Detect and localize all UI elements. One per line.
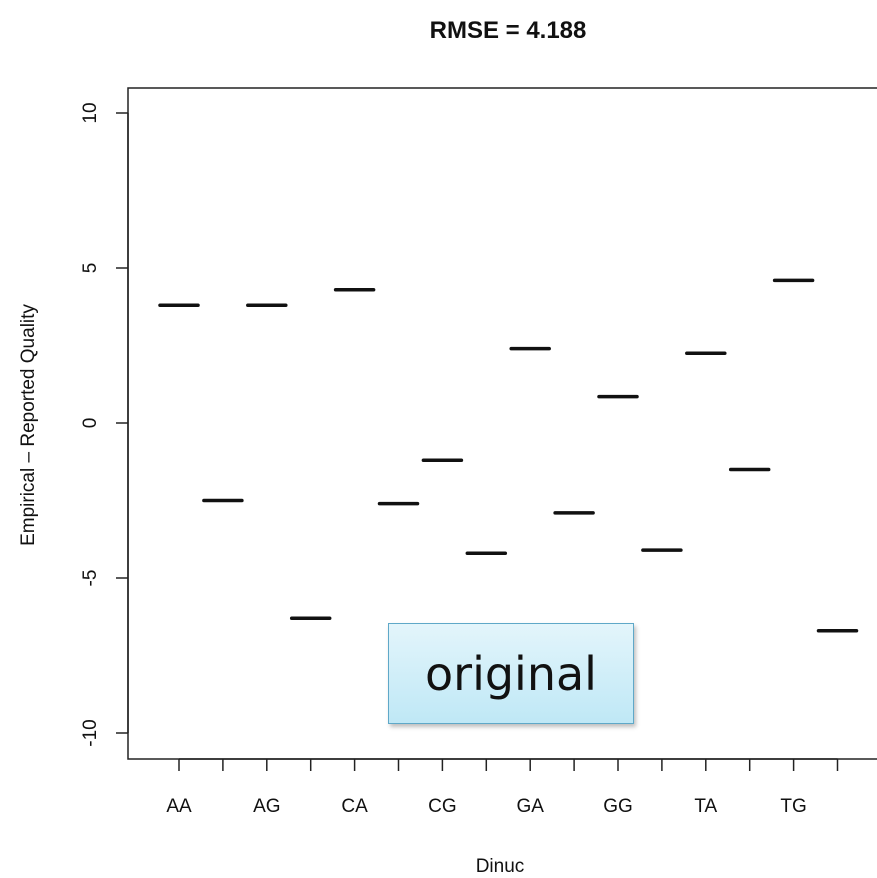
y-tick-label: 5 (80, 263, 101, 274)
x-axis: AA AG CA CG GA GG TA TG (166, 758, 839, 817)
x-tick-label: GG (603, 796, 633, 817)
y-tick-label: 0 (80, 418, 101, 429)
x-tick-label: AA (166, 796, 192, 817)
x-tick-label: TG (780, 796, 806, 817)
y-axis: -10 -5 0 5 10 (80, 102, 129, 747)
x-tick-label: CG (428, 796, 457, 817)
x-tick-label: CA (341, 796, 368, 817)
x-tick-label: TA (694, 796, 717, 817)
original-annotation-box: original (388, 623, 634, 724)
x-tick-label: GA (516, 796, 544, 817)
x-axis-title: Dinuc (476, 856, 525, 877)
x-tick-label: AG (253, 796, 280, 817)
chart-title: RMSE = 4.188 (430, 17, 587, 44)
annotation-label: original (425, 646, 597, 701)
data-marks (158, 278, 859, 633)
y-axis-title: Empirical – Reported Quality (18, 304, 39, 546)
y-tick-label: 10 (80, 102, 101, 123)
y-tick-label: -10 (80, 719, 101, 746)
y-tick-label: -5 (80, 570, 101, 587)
